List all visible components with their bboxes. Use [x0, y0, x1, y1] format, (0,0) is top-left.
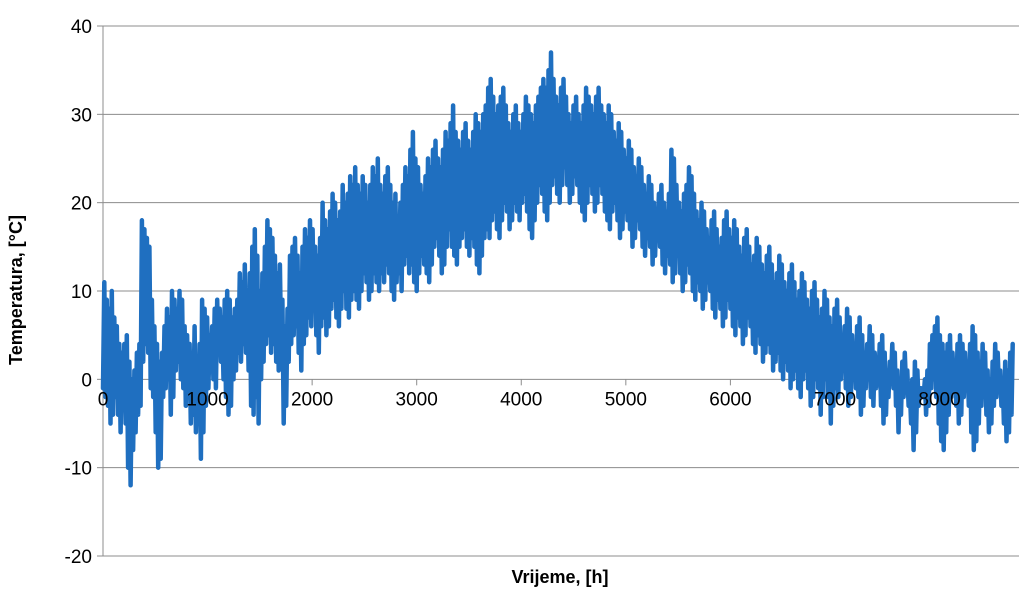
y-tick-label: 40	[71, 17, 92, 38]
y-tick-label: -20	[65, 547, 92, 568]
y-tick-label: -10	[65, 459, 92, 480]
x-tick-label: 0	[98, 389, 109, 410]
y-axis-title: Temperatura, [°C]	[6, 215, 26, 365]
x-tick-label: 5000	[605, 389, 647, 410]
x-tick-label: 7000	[814, 389, 856, 410]
x-axis-title: Vrijeme, [h]	[511, 567, 608, 587]
y-tick-label: 30	[71, 105, 92, 126]
x-tick-label: 4000	[500, 389, 542, 410]
x-tick-label: 6000	[709, 389, 751, 410]
y-tick-label: 10	[71, 282, 92, 303]
y-tick-label: 20	[71, 194, 92, 215]
series-group	[100, 50, 1015, 488]
y-tick-label: 0	[81, 370, 92, 391]
tick-labels: -20 -10 0 10 20 30 40 0 1000 2000 3000 4000 5000 6000…	[65, 17, 961, 568]
temperature-series-line	[100, 50, 1015, 488]
x-tick-label: 3000	[396, 389, 438, 410]
x-tick-label: 2000	[291, 389, 333, 410]
x-tick-label: 8000	[918, 389, 960, 410]
x-tick-label: 1000	[186, 389, 228, 410]
